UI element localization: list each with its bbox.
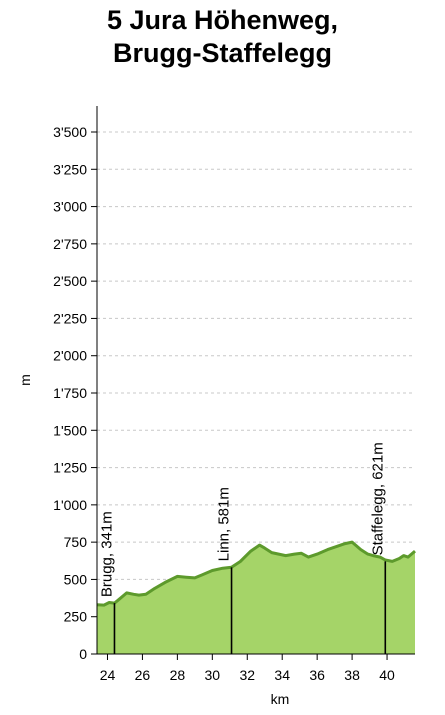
y-axis-label: m bbox=[17, 374, 33, 386]
x-tick-label: 30 bbox=[205, 667, 221, 683]
y-tick-label: 2'750 bbox=[53, 236, 87, 252]
y-tick-label: 2'250 bbox=[53, 310, 87, 326]
y-tick-label: 250 bbox=[64, 609, 88, 625]
elevation-line bbox=[96, 540, 416, 607]
chart-title-line-2: Brugg-Staffelegg bbox=[113, 38, 332, 68]
chart-title-line-1: 5 Jura Höhenweg, bbox=[106, 5, 339, 35]
x-tick-label: 40 bbox=[379, 667, 395, 683]
x-tick-label: 36 bbox=[309, 667, 325, 683]
chart-title: 5 Jura Höhenweg, Brugg-Staffelegg bbox=[0, 4, 445, 70]
y-tick-label: 2'500 bbox=[53, 273, 87, 289]
axis-layer: 0 250 500 750 1'000 1'250 1'500 1'750 2'000 2'250… bbox=[53, 106, 415, 683]
y-tick-label: 1'750 bbox=[53, 385, 87, 401]
x-tick-label: 32 bbox=[239, 667, 255, 683]
waypoint-layer: Brugg, 341m Linn, 581m Staffelegg, 621m bbox=[98, 442, 386, 654]
y-tick-label: 3'500 bbox=[53, 124, 87, 140]
y-tick-label: 3'000 bbox=[53, 199, 87, 215]
y-tick-label: 1'500 bbox=[53, 422, 87, 438]
waypoint-label: Staffelegg, 621m bbox=[369, 442, 386, 555]
waypoint-label: Linn, 581m bbox=[216, 487, 233, 561]
waypoint-label: Brugg, 341m bbox=[98, 511, 115, 597]
y-tick-label: 0 bbox=[79, 646, 87, 662]
y-tick-label: 1'250 bbox=[53, 460, 87, 476]
y-tick-label: 750 bbox=[64, 534, 88, 550]
y-tick-label: 500 bbox=[64, 571, 88, 587]
x-tick-label: 24 bbox=[100, 667, 116, 683]
y-tick-label: 2'000 bbox=[53, 348, 87, 364]
elevation-area bbox=[97, 542, 415, 654]
x-tick-label: 34 bbox=[274, 667, 290, 683]
x-tick-label: 28 bbox=[170, 667, 186, 683]
grid-layer bbox=[97, 131, 415, 618]
y-tick-label: 3'250 bbox=[53, 161, 87, 177]
x-tick-label: 38 bbox=[344, 667, 360, 683]
y-tick-label: 1'000 bbox=[53, 497, 87, 513]
x-axis-label: km bbox=[271, 691, 290, 707]
area-layer bbox=[96, 540, 416, 654]
x-tick-label: 26 bbox=[135, 667, 151, 683]
